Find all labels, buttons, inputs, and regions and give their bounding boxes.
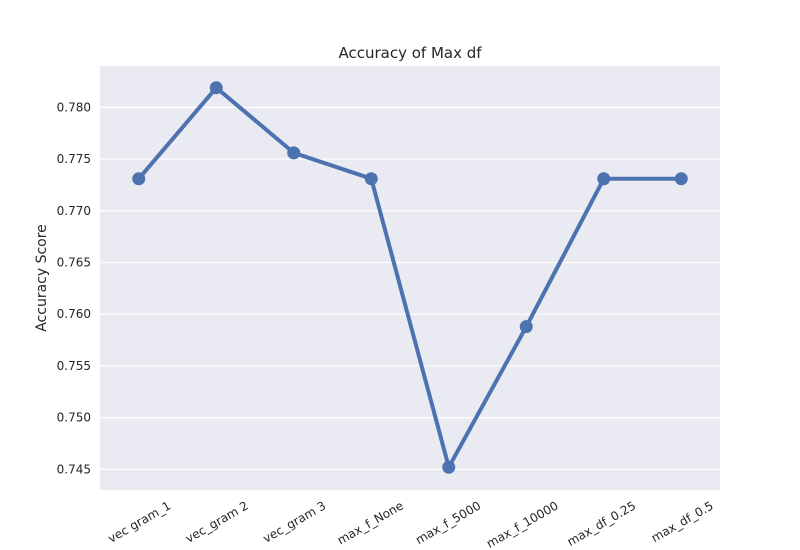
x-tick-label: vec_gram 3 [261,498,329,545]
data-point [597,172,611,186]
x-tick-label: max_df_0.25 [565,498,638,548]
y-axis-label: Accuracy Score [34,224,50,332]
x-tick-label: vec_gram 2 [183,498,251,545]
data-point [364,172,378,186]
x-tick-label: max_df_0.5 [649,498,716,545]
data-point [519,320,533,334]
y-tick-label: 0.770 [57,204,91,218]
data-point [674,172,688,186]
y-tick-label: 0.775 [57,152,91,166]
y-axis-ticks: 0.745 0.750 0.755 0.760 0.765 0.770 0.775 0.780 [57,100,91,476]
data-point [442,460,456,474]
gridlines [100,106,720,470]
y-tick-label: 0.760 [57,307,91,321]
plot-area [100,66,720,490]
x-axis-ticks: vec gram_1 vec_gram 2 vec_gram 3 max_f_None… [106,498,716,550]
data-points [132,81,688,474]
x-tick-label: max_f_10000 [484,498,561,550]
x-tick-label: vec gram_1 [106,498,174,545]
chart-title: Accuracy of Max df [338,44,482,62]
x-tick-label: max_f_5000 [413,498,483,547]
data-point [287,146,301,160]
y-tick-label: 0.745 [57,462,91,476]
data-point [132,172,146,186]
data-point [209,81,223,95]
y-tick-label: 0.750 [57,411,91,425]
y-tick-label: 0.780 [57,100,91,114]
y-tick-label: 0.765 [57,255,91,269]
x-tick-label: max_f_None [335,498,406,547]
series-line [137,85,682,470]
y-tick-label: 0.755 [57,359,91,373]
